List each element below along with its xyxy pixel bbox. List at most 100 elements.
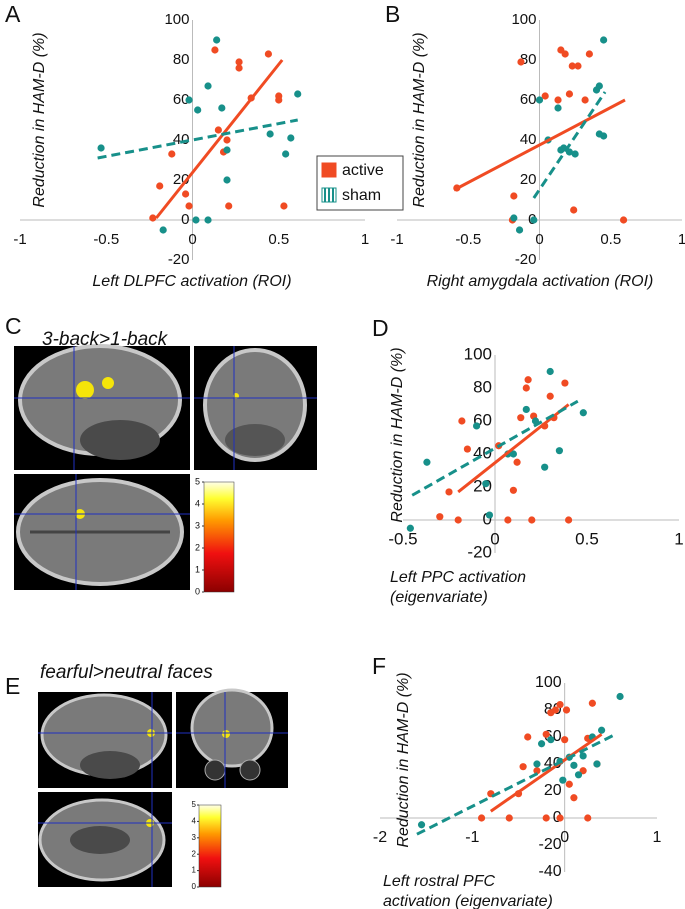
data-point <box>510 214 518 222</box>
data-point <box>561 50 569 58</box>
x-tick-label: 0 <box>560 829 569 846</box>
data-point <box>579 767 587 775</box>
y-tick-label: 40 <box>173 131 190 148</box>
colorbar-tick-label: 0 <box>192 882 197 891</box>
image-caption: fearful>neutral faces <box>40 662 213 683</box>
data-point <box>537 740 546 748</box>
data-point <box>559 776 567 784</box>
data-point <box>504 516 512 524</box>
x-tick-label: 1 <box>674 529 683 548</box>
trend-line <box>97 118 299 160</box>
y-tick-label: 100 <box>164 11 189 28</box>
data-point <box>595 82 603 90</box>
data-point <box>194 106 202 114</box>
data-point <box>445 488 453 496</box>
data-point <box>579 752 587 760</box>
x-tick-label: 0 <box>535 231 543 248</box>
x-tick-label: -1 <box>390 231 403 248</box>
y-tick-label: 100 <box>464 344 492 363</box>
data-point <box>546 367 554 376</box>
x-tick-label: -0.5 <box>93 231 119 248</box>
data-point <box>235 64 243 72</box>
colorbar-tick-label: 5 <box>195 476 200 486</box>
data-point <box>570 794 578 802</box>
x-tick-label: 1 <box>653 829 662 846</box>
x-tick-label: -0.5 <box>388 529 417 548</box>
legend-swatch <box>321 187 337 203</box>
data-point <box>522 384 530 392</box>
colorbar-tick-label: 0 <box>195 586 200 596</box>
image-caption: 3-back>1-back <box>42 329 169 350</box>
data-point <box>454 516 462 524</box>
data-point <box>535 96 544 104</box>
legend-swatch <box>321 162 337 178</box>
data-point <box>581 96 589 104</box>
data-point <box>280 202 288 210</box>
brain-images-c <box>14 344 317 593</box>
x-axis-label: Right amygdala activation (ROI) <box>427 273 654 290</box>
data-point <box>275 96 283 104</box>
data-point <box>565 516 573 524</box>
data-point <box>513 458 521 466</box>
data-point <box>477 814 486 822</box>
data-point <box>565 780 573 788</box>
data-point <box>509 450 517 458</box>
panel-label: F <box>372 653 386 679</box>
data-point <box>554 104 562 112</box>
y-tick-label: 100 <box>511 11 536 28</box>
data-point <box>417 821 426 829</box>
data-point <box>530 216 538 224</box>
panel-label: B <box>385 1 400 27</box>
x-axis-label: (eigenvariate) <box>390 589 488 606</box>
trend-line <box>416 732 617 836</box>
data-point <box>482 480 490 488</box>
legend-label: active <box>342 162 384 179</box>
data-point <box>561 736 569 744</box>
colorbar-tick-label: 3 <box>192 833 197 842</box>
x-axis-label: activation (eigenvariate) <box>383 893 553 909</box>
y-tick-label: -40 <box>539 863 562 880</box>
data-point <box>473 422 481 430</box>
trend-line <box>453 98 626 192</box>
data-point <box>574 771 583 779</box>
data-point <box>223 136 231 144</box>
colorbar-tick-label: 4 <box>195 498 200 508</box>
trend-line <box>489 733 603 813</box>
data-point <box>182 190 190 198</box>
data-point <box>156 182 164 190</box>
data-point <box>97 144 105 152</box>
data-point <box>546 392 554 400</box>
data-point <box>423 458 431 466</box>
x-tick-label: -1 <box>465 829 479 846</box>
y-tick-label: -20 <box>168 251 190 268</box>
data-point <box>571 150 579 158</box>
trend-line <box>155 59 284 219</box>
data-point <box>522 405 530 414</box>
y-axis-label: Reduction in HAM-D (%) <box>411 32 428 207</box>
data-point <box>463 445 471 453</box>
trend-line <box>532 91 607 199</box>
x-axis-label: Left PPC activation <box>390 569 526 586</box>
data-point <box>542 730 550 738</box>
data-point <box>185 202 193 210</box>
y-tick-label: 60 <box>173 91 190 108</box>
legend-label: sham <box>342 187 381 204</box>
trend-line <box>411 399 579 497</box>
data-point <box>574 62 582 70</box>
data-point <box>593 760 601 768</box>
data-point <box>458 417 466 425</box>
colorbar-tick-label: 3 <box>195 520 200 530</box>
x-tick-label: 0.5 <box>600 231 621 248</box>
data-point <box>223 176 231 184</box>
data-point <box>570 206 578 214</box>
data-point <box>510 192 518 200</box>
data-point <box>485 511 494 519</box>
x-tick-label: 0.5 <box>268 231 289 248</box>
data-point <box>517 414 525 422</box>
data-point <box>294 90 302 98</box>
data-point <box>235 58 243 66</box>
data-point <box>565 90 574 98</box>
panel-label: A <box>5 1 21 27</box>
data-point <box>517 58 525 66</box>
